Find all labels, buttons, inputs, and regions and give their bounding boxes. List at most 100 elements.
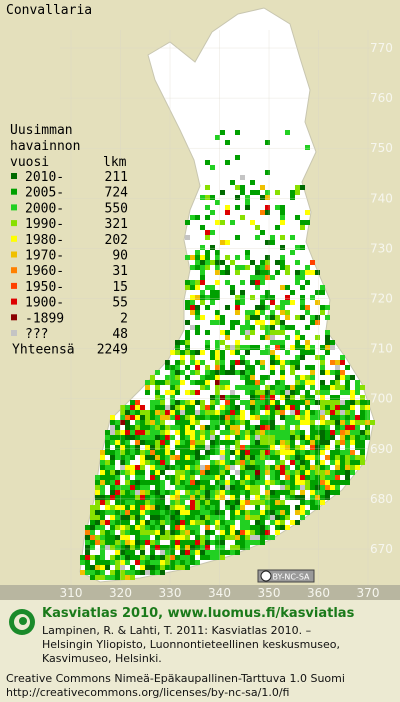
observation-cell <box>115 535 120 540</box>
observation-cell <box>205 445 210 450</box>
observation-cell <box>155 460 160 465</box>
observation-cell <box>155 540 160 545</box>
observation-cell <box>220 320 225 325</box>
observation-cell <box>200 300 205 305</box>
observation-cell <box>200 485 205 490</box>
observation-cell <box>250 385 255 390</box>
observation-cell <box>330 405 335 410</box>
observation-cell <box>160 380 165 385</box>
observation-cell <box>305 415 310 420</box>
observation-cell <box>260 210 265 215</box>
observation-cell <box>135 465 140 470</box>
observation-cell <box>215 340 220 345</box>
observation-cell <box>345 440 350 445</box>
observation-cell <box>265 420 270 425</box>
observation-cell <box>210 400 215 405</box>
observation-cell <box>320 405 325 410</box>
observation-cell <box>250 510 255 515</box>
observation-cell <box>170 505 175 510</box>
observation-cell <box>285 400 290 405</box>
observation-cell <box>205 510 210 515</box>
observation-cell <box>280 305 285 310</box>
observation-cell <box>315 320 320 325</box>
observation-cell <box>265 435 270 440</box>
observation-cell <box>350 390 355 395</box>
observation-cell <box>280 340 285 345</box>
observation-cell <box>260 265 265 270</box>
observation-cell <box>200 360 205 365</box>
observation-cell <box>295 185 300 190</box>
observation-cell <box>320 385 325 390</box>
observation-cell <box>265 270 270 275</box>
observation-cell <box>270 480 275 485</box>
observation-cell <box>335 400 340 405</box>
observation-cell <box>150 400 155 405</box>
observation-cell <box>270 325 275 330</box>
observation-cell <box>140 480 145 485</box>
observation-cell <box>145 540 150 545</box>
observation-cell <box>235 155 240 160</box>
observation-cell <box>105 530 110 535</box>
observation-cell <box>215 375 220 380</box>
observation-cell <box>205 525 210 530</box>
observation-cell <box>190 435 195 440</box>
observation-cell <box>190 410 195 415</box>
observation-cell <box>335 375 340 380</box>
observation-cell <box>185 305 190 310</box>
observation-cell <box>195 505 200 510</box>
observation-cell <box>285 505 290 510</box>
observation-cell <box>215 270 220 275</box>
observation-cell <box>285 515 290 520</box>
observation-cell <box>105 440 110 445</box>
legend-count: 90 <box>112 249 128 264</box>
observation-cell <box>160 545 165 550</box>
observation-cell <box>120 430 125 435</box>
observation-cell <box>105 450 110 455</box>
observation-cell <box>120 525 125 530</box>
observation-cell <box>200 380 205 385</box>
observation-cell <box>95 480 100 485</box>
observation-cell <box>340 435 345 440</box>
observation-cell <box>295 375 300 380</box>
observation-cell <box>250 450 255 455</box>
observation-cell <box>245 525 250 530</box>
observation-cell <box>260 515 265 520</box>
observation-cell <box>170 400 175 405</box>
observation-cell <box>235 305 240 310</box>
observation-cell <box>335 425 340 430</box>
observation-cell <box>110 475 115 480</box>
observation-cell <box>160 455 165 460</box>
observation-cell <box>355 460 360 465</box>
observation-cell <box>105 470 110 475</box>
observation-cell <box>210 450 215 455</box>
observation-cell <box>360 405 365 410</box>
observation-cell <box>240 475 245 480</box>
observation-cell <box>280 345 285 350</box>
observation-cell <box>295 425 300 430</box>
observation-cell <box>235 510 240 515</box>
observation-cell <box>220 460 225 465</box>
y-axis-label: 690 <box>370 442 393 456</box>
observation-cell <box>85 555 90 560</box>
observation-cell <box>360 460 365 465</box>
observation-cell <box>195 495 200 500</box>
observation-cell <box>240 520 245 525</box>
observation-cell <box>200 225 205 230</box>
observation-cell <box>165 515 170 520</box>
observation-cell <box>205 260 210 265</box>
legend-count: 31 <box>112 264 128 279</box>
observation-cell <box>245 320 250 325</box>
observation-cell <box>235 320 240 325</box>
observation-cell <box>165 550 170 555</box>
observation-cell <box>325 445 330 450</box>
map-title: Convallaria <box>6 3 92 18</box>
observation-cell <box>330 395 335 400</box>
observation-cell <box>290 385 295 390</box>
observation-cell <box>225 525 230 530</box>
observation-cell <box>175 545 180 550</box>
observation-cell <box>180 505 185 510</box>
observation-cell <box>135 410 140 415</box>
observation-cell <box>270 490 275 495</box>
observation-cell <box>215 290 220 295</box>
observation-cell <box>225 395 230 400</box>
